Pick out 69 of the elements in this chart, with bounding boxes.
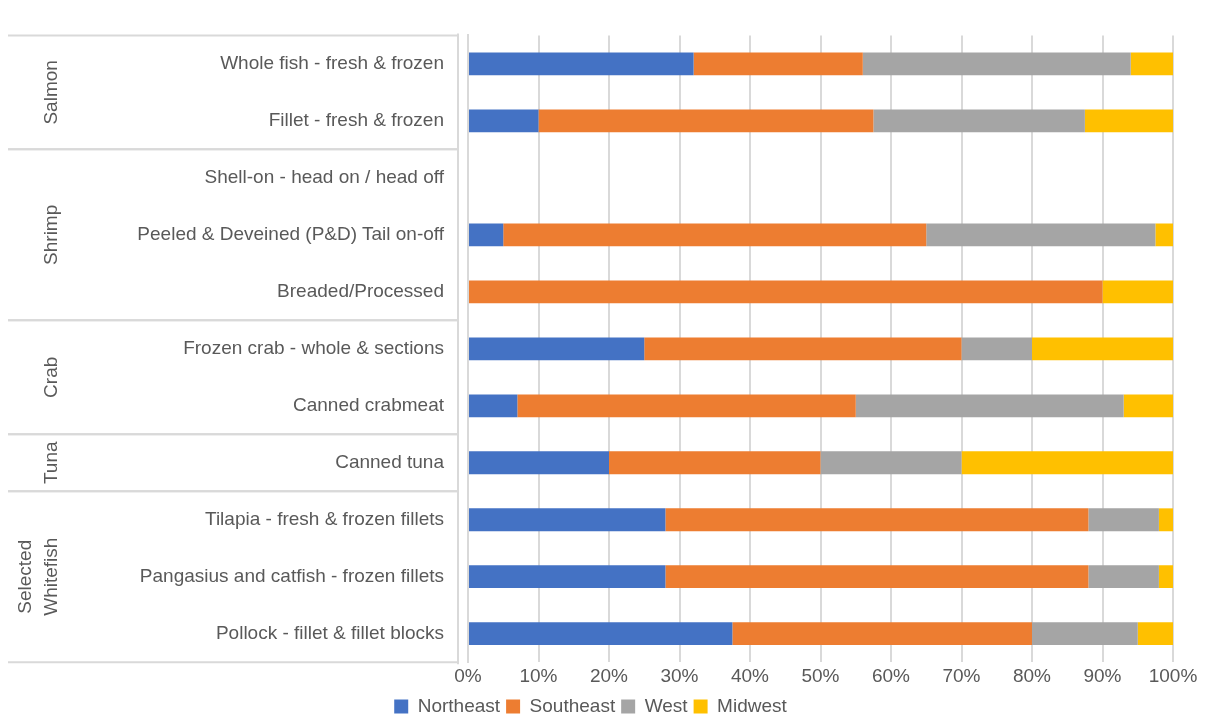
- x-tick-label: 20%: [589, 664, 629, 686]
- x-tick-label: 50%: [801, 664, 840, 686]
- legend-label: Northeast: [417, 694, 501, 716]
- bar: [873, 109, 1085, 133]
- y-tick-label: Whole fish - fresh & frozen: [220, 52, 444, 74]
- bar: [1123, 394, 1173, 418]
- x-tick-label: 0%: [454, 664, 482, 686]
- text: Selected Whitefish: [14, 537, 62, 616]
- x-tick-label: 30%: [660, 664, 699, 686]
- bar: [517, 394, 856, 418]
- bar: [926, 223, 1156, 247]
- legend-label: Southeast: [529, 694, 616, 716]
- bar: [1155, 223, 1173, 247]
- bar: [469, 223, 504, 247]
- x-tick-label: 40%: [730, 664, 770, 686]
- text: Tuna: [40, 441, 62, 485]
- bar: [820, 451, 962, 475]
- bar: [693, 52, 863, 76]
- x-tick-label: 70%: [942, 664, 981, 686]
- bar: [538, 109, 874, 133]
- text: Salmon: [40, 60, 62, 125]
- bar: [469, 52, 694, 76]
- bar: [1084, 109, 1173, 133]
- bar: [665, 565, 1089, 589]
- legend-label: West: [644, 694, 689, 716]
- bar: [503, 223, 927, 247]
- bar: [1032, 337, 1173, 361]
- y-tick-label: Shell-on - head on / head off: [204, 166, 445, 188]
- bar: [1102, 280, 1173, 304]
- bar: [469, 508, 666, 532]
- y-tick-label: Pangasius and catfish - frozen fillets: [139, 564, 444, 586]
- bar: [469, 280, 1103, 304]
- bar: [609, 451, 821, 475]
- bar: [1130, 52, 1173, 76]
- bar: [862, 52, 1131, 76]
- y-tick-label: Canned crabmeat: [292, 394, 445, 416]
- bar: [644, 337, 962, 361]
- bar: [1088, 508, 1159, 532]
- bar: [469, 337, 645, 361]
- bar: [665, 508, 1089, 532]
- bar: [961, 451, 1173, 475]
- x-tick-label: 90%: [1083, 664, 1122, 686]
- y-tick-label: Fillet - fresh & frozen: [268, 109, 444, 131]
- bar: [469, 451, 609, 475]
- bar: [855, 394, 1124, 418]
- text: Crab: [40, 356, 62, 398]
- x-tick-label: 80%: [1012, 664, 1052, 686]
- text: Shrimp: [40, 204, 62, 265]
- x-tick-label: 60%: [871, 664, 911, 686]
- y-tick-label: Tilapia - fresh & frozen fillets: [205, 507, 444, 529]
- y-tick-label: Peeled & Deveined (P&D) Tail on-off: [137, 223, 445, 245]
- bar: [1158, 565, 1173, 589]
- bar: [469, 622, 733, 646]
- y-tick-label: Pollock - fillet & fillet blocks: [215, 621, 444, 643]
- x-tick-label: 100%: [1148, 664, 1198, 686]
- bar: [1158, 508, 1173, 532]
- y-tick-label: Canned tuna: [335, 451, 445, 472]
- bar: [961, 337, 1032, 361]
- bar: [1088, 565, 1159, 589]
- bar: [732, 622, 1032, 646]
- bar: [1137, 622, 1173, 646]
- bar: [1032, 622, 1138, 646]
- y-tick-label: Breaded/Processed: [277, 280, 444, 302]
- x-tick-label: 10%: [519, 664, 558, 686]
- y-tick-label: Frozen crab - whole & sections: [183, 337, 444, 359]
- legend-label: Midwest: [717, 694, 788, 716]
- bar: [469, 565, 666, 589]
- bar: [469, 394, 518, 418]
- bar: [469, 109, 539, 133]
